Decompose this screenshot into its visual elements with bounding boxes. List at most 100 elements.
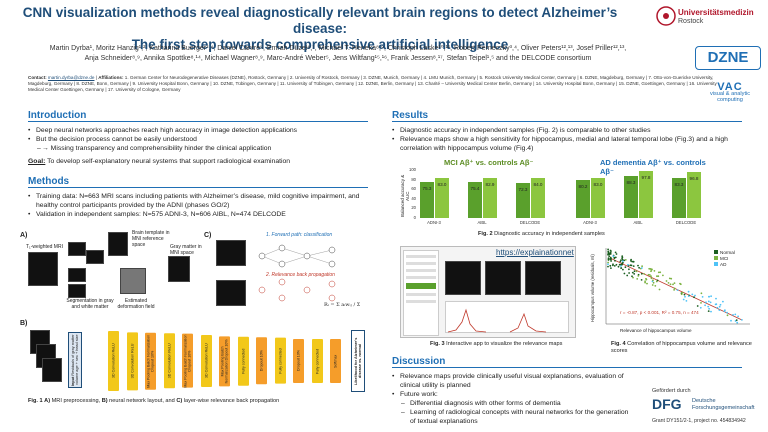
fig2-y-tick: 100	[409, 167, 416, 172]
fig1b-output-box: Likelihood for Alzheimer’s disease vs. n…	[351, 330, 365, 392]
contact-email-link[interactable]: martin.dyrba@dzne.de	[47, 75, 95, 80]
fig4-scatter-point	[607, 263, 609, 266]
fig4-scatter-point	[680, 293, 683, 296]
fig1-backprop-label: 2. Relevance back propagation	[266, 272, 335, 278]
fig4-scatter-point	[618, 263, 621, 266]
fig2-bar-label: 75.3	[422, 185, 432, 191]
poster-title: CNN visualization methods reveal diagnos…	[10, 5, 630, 53]
fig4-scatter-point	[693, 296, 695, 299]
fig4-scatter-point	[676, 289, 679, 291]
fig4-scatter-point	[654, 285, 657, 287]
fig4-scatter-point	[614, 251, 617, 254]
mri-slice-3	[68, 268, 86, 282]
authors-line-1: Martin Dyrba¹, Moritz Hanzig¹,², Kathari…	[49, 45, 627, 52]
intro-bullet-3: → Missing transparency and comprehensibi…	[28, 144, 373, 153]
fig4-scatter-point	[707, 305, 710, 308]
fig4-scatter-point	[704, 304, 706, 307]
fig4-scatter-point	[632, 260, 635, 263]
authors-line-2: Anja Schneider⁸,⁹, Annika Spottke⁸,¹⁴, M…	[84, 55, 592, 62]
unimed-emblem-icon	[656, 6, 676, 26]
fig2-y-tick: 0	[413, 215, 416, 220]
fig1-panel-c-label: C)	[204, 232, 212, 239]
app-sidebar	[403, 250, 439, 336]
fig4-scatter-point	[715, 297, 717, 300]
explanation-app-link[interactable]: https://explainationnet	[496, 248, 574, 257]
discussion-sub-2: Learning of radiological concepts with n…	[392, 408, 632, 426]
fig2-category-label: DELCODE	[675, 220, 697, 225]
author-list: Martin Dyrba¹, Moritz Hanzig¹,², Kathari…	[18, 44, 658, 64]
fig4-scatter-point	[637, 275, 640, 277]
fig4-scatter-point	[608, 255, 611, 258]
fig2-caption-label: Fig. 2	[478, 231, 493, 237]
app-histograms	[445, 301, 569, 333]
fig2-bar	[672, 178, 686, 218]
fig4-scatter-point	[658, 288, 661, 291]
fig2-group-title: AD dementia Aβ⁺ vs. controls Aβ⁻	[600, 158, 706, 176]
fig1-seg-label: Segmentation in gray and white matter	[66, 298, 114, 310]
affiliations-text: 1. German Center for Neurodegenerative D…	[28, 75, 717, 93]
fig4-scatter-point	[715, 303, 718, 306]
goal-statement: Goal: To develop self-explanatory neural…	[28, 158, 373, 165]
fig4-scatter-point	[610, 267, 612, 269]
fig2-bar-label: 83.0	[593, 182, 603, 188]
fig4-scatter-point	[632, 276, 634, 279]
affiliations-label: Affiliations:	[98, 75, 124, 80]
fig4-scatter-point	[709, 301, 712, 304]
fig4-scatter-point	[650, 275, 652, 278]
fig4-scatter-point	[622, 268, 624, 271]
fig2-bar	[435, 178, 449, 218]
fig4-scatter-plot	[605, 248, 750, 325]
fig1-caption-t1: MRI preprocessing,	[50, 398, 102, 404]
unimed-logo-text-1: Universitätsmedizin	[678, 8, 754, 17]
fig4-scatter-point	[736, 321, 739, 324]
fig4-scatter-point	[640, 279, 643, 281]
fig4-scatter-point	[652, 281, 655, 284]
fig1-caption-label: Fig. 1	[28, 398, 43, 404]
fig4-legend-normal: Normal	[720, 250, 735, 255]
fig4-scatter-point	[741, 319, 743, 321]
fig4-scatter-point	[615, 263, 618, 266]
network-layer: Fully connected	[311, 339, 323, 383]
fig3-caption: Fig. 3 Interactive app to visualize the …	[430, 341, 590, 348]
fig4-scatter-point	[622, 261, 624, 264]
methods-bullet-2: Validation in independent samples: N=575…	[28, 210, 373, 219]
fig4-scatter-point	[623, 272, 626, 275]
fig4-caption-label: Fig. 4	[611, 341, 626, 347]
fig1b-input-slice-3	[42, 358, 62, 382]
results-heading: Results	[392, 110, 742, 122]
fig4-scatter-point	[718, 305, 721, 308]
fig4-scatter-point	[722, 300, 724, 303]
fig4-scatter-point	[670, 277, 673, 280]
dfg-name-2: Forschungsgemeinschaft	[692, 404, 755, 411]
fig4-scatter-point	[621, 260, 624, 262]
fig4-caption: Fig. 4 Correlation of hippocampus volume…	[611, 341, 761, 355]
methods-bullet-1: Training data: N=663 MRI scans including…	[28, 192, 373, 210]
intro-bullet-1: Deep neural networks approaches reach hi…	[28, 126, 373, 135]
fig4-scatter-point	[624, 266, 627, 269]
fig4-scatter-point	[656, 279, 659, 282]
network-layer: Max Pooling Batch Normalization Dropout …	[145, 332, 156, 390]
fig4-legend-ad: AD	[720, 262, 727, 267]
fig4-scatter-point	[700, 302, 702, 304]
fig4-scatter-point	[624, 259, 627, 261]
fig4-scatter-point	[620, 265, 622, 267]
fig1b-input-box: Input Residuals of gray matter volume ag…	[68, 332, 82, 388]
title-line-2: The first step towards comprehensive art…	[131, 37, 509, 52]
discussion-bullet-1: Relevance maps provide clinically useful…	[392, 372, 632, 390]
gm-mni-image	[168, 256, 190, 282]
fig4-scatter-point	[668, 277, 671, 280]
fig4-scatter-point	[687, 290, 690, 293]
fig1-caption: Fig. 1 A) MRI preprocessing, B) neural n…	[28, 398, 368, 405]
svg-text:Rᵢ = Σ aᵢwᵢⱼ / Σ aᵢwᵢⱼ Rⱼ: Rᵢ = Σ aᵢwᵢⱼ / Σ aᵢwᵢⱼ Rⱼ	[324, 302, 362, 308]
fig4-scatter-point	[707, 300, 710, 303]
fig4-scatter-point	[607, 250, 610, 253]
intro-bullet-2: But the decision process cannot be easil…	[28, 135, 373, 144]
fig4-scatter-point	[716, 306, 719, 309]
fig4-scatter-point	[627, 263, 629, 266]
fig4-scatter-point	[609, 249, 612, 252]
fig4-scatter-point	[610, 260, 612, 262]
fig4-scatter-point	[672, 283, 674, 286]
fig4-scatter-point	[643, 273, 646, 275]
fig4-scatter-point	[681, 291, 684, 294]
fig2-group-title: MCI Aβ⁺ vs. controls Aβ⁻	[444, 158, 534, 167]
